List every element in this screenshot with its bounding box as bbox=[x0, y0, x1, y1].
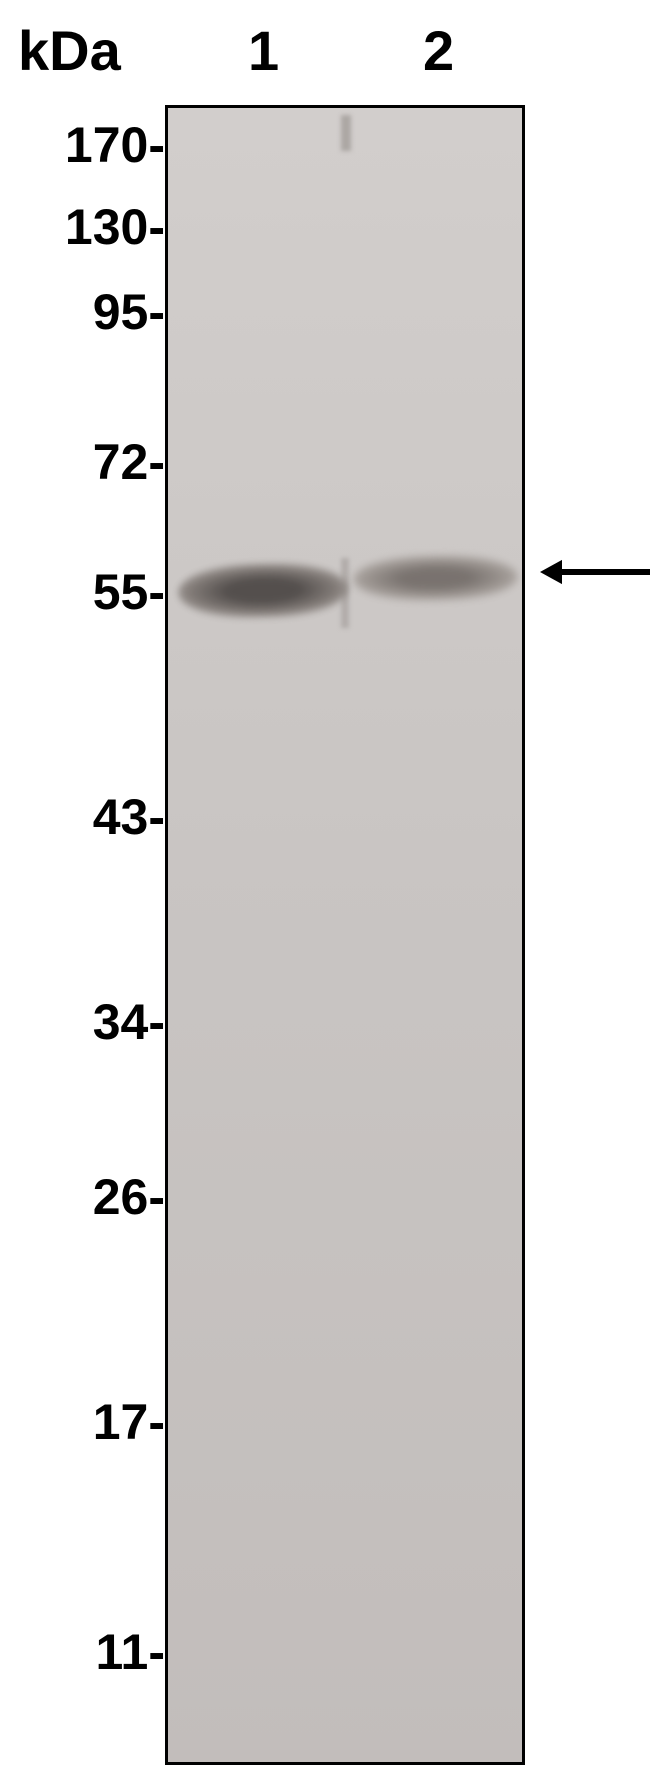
marker-17: 17- bbox=[0, 1393, 165, 1451]
marker-11: 11- bbox=[0, 1623, 165, 1681]
figure-container: kDa 1 2 170- 130- 95- 72- 55- 43- 34- 26… bbox=[0, 0, 650, 1786]
kda-unit-label: kDa bbox=[18, 18, 121, 83]
tick-icon: - bbox=[148, 1169, 165, 1225]
marker-95: 95- bbox=[0, 283, 165, 341]
marker-72: 72- bbox=[0, 433, 165, 491]
arrow-svg bbox=[540, 550, 650, 594]
tick-icon: - bbox=[148, 1624, 165, 1680]
marker-34: 34- bbox=[0, 993, 165, 1051]
tick-icon: - bbox=[148, 564, 165, 620]
tick-icon: - bbox=[148, 284, 165, 340]
lane-label-2: 2 bbox=[423, 18, 454, 83]
marker-26: 26- bbox=[0, 1168, 165, 1226]
blot-background bbox=[168, 108, 522, 1762]
marker-170: 170- bbox=[0, 116, 165, 174]
tick-icon: - bbox=[148, 434, 165, 490]
marker-55: 55- bbox=[0, 563, 165, 621]
lane-divider-artifact-1 bbox=[341, 115, 351, 151]
blot-membrane bbox=[165, 105, 525, 1765]
lane-label-1: 1 bbox=[248, 18, 279, 83]
tick-icon: - bbox=[148, 1394, 165, 1450]
marker-130: 130- bbox=[0, 198, 165, 256]
tick-icon: - bbox=[148, 199, 165, 255]
marker-43: 43- bbox=[0, 788, 165, 846]
target-arrow-icon bbox=[540, 550, 650, 599]
tick-icon: - bbox=[148, 994, 165, 1050]
tick-icon: - bbox=[148, 789, 165, 845]
tick-icon: - bbox=[148, 117, 165, 173]
